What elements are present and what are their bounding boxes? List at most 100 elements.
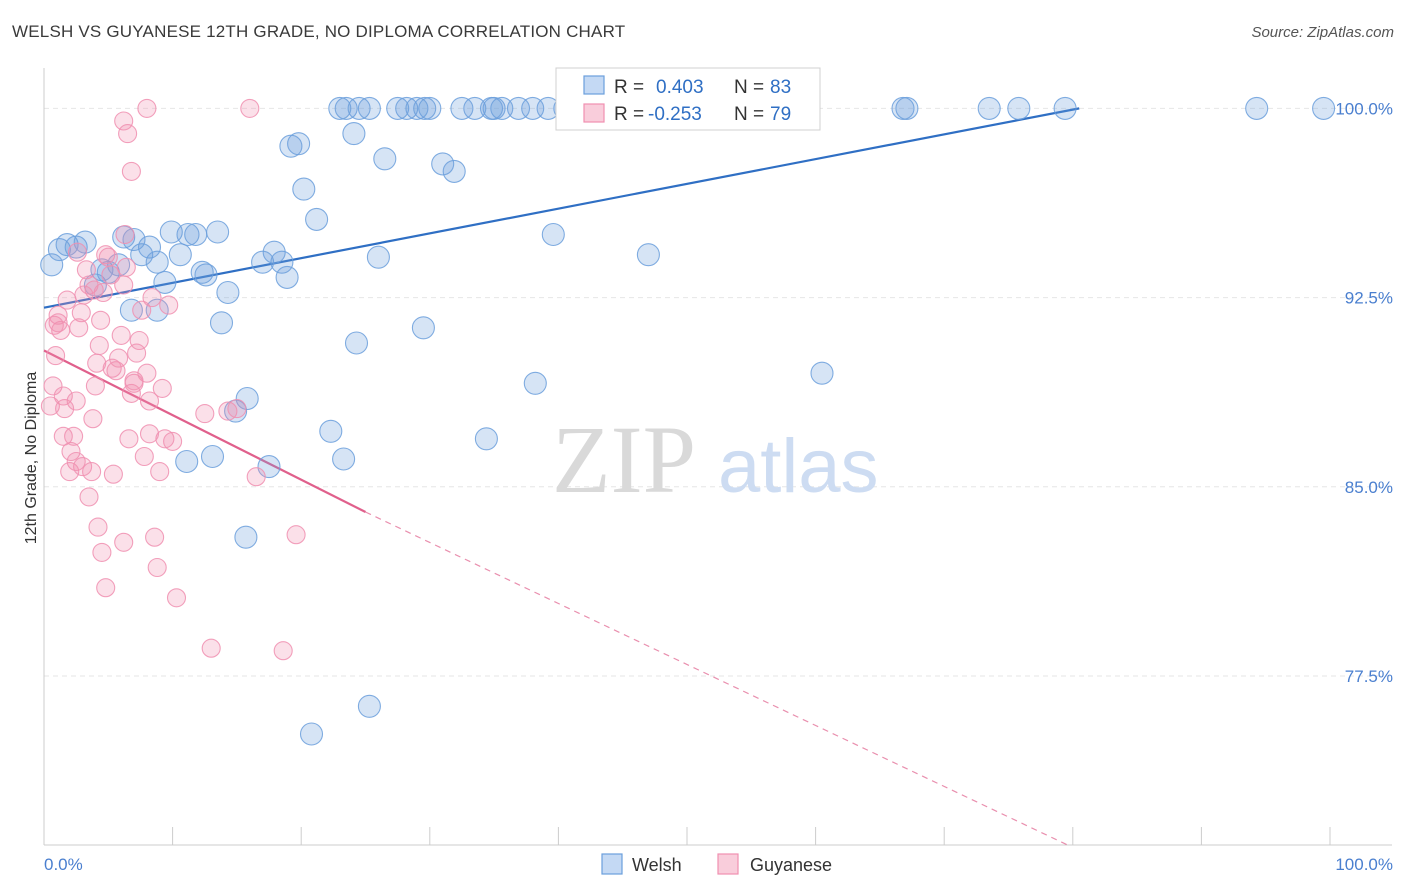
data-point-welsh	[523, 371, 547, 395]
y-tick-label: 92.5%	[1345, 289, 1393, 308]
data-point-welsh	[1312, 96, 1336, 120]
data-point-guyanese	[40, 396, 60, 416]
data-point-guyanese	[121, 161, 141, 181]
data-point-welsh	[342, 122, 366, 146]
stats-swatch-welsh	[583, 75, 605, 95]
data-point-welsh	[373, 147, 397, 171]
data-point-welsh	[287, 132, 311, 156]
data-point-welsh	[357, 96, 381, 120]
data-point-welsh	[395, 96, 419, 120]
watermark: ZIP atlas	[552, 406, 879, 513]
data-point-guyanese	[127, 343, 147, 363]
data-point-guyanese	[76, 260, 96, 280]
legend-swatch-guyanese[interactable]	[717, 853, 739, 875]
series-legend: Welsh Guyanese	[601, 853, 832, 875]
data-point-guyanese	[118, 124, 138, 144]
stats-legend: R = 0.403 N = 83 R = -0.253 N = 79	[555, 67, 821, 131]
data-point-welsh	[347, 96, 371, 120]
data-point-guyanese	[137, 363, 157, 383]
data-point-guyanese	[82, 462, 102, 482]
data-point-welsh	[357, 694, 381, 718]
data-point-welsh	[810, 361, 834, 385]
data-point-guyanese	[53, 426, 73, 446]
data-point-welsh	[251, 250, 275, 274]
stats-r-label-welsh: R =	[614, 77, 644, 98]
data-point-guyanese	[111, 325, 131, 345]
data-point-welsh	[1007, 96, 1031, 120]
data-point-guyanese	[119, 429, 139, 449]
stats-n-label-welsh: N =	[734, 77, 764, 98]
trend-line-guyanese	[43, 349, 366, 513]
data-point-welsh	[328, 96, 352, 120]
data-point-guyanese	[46, 346, 66, 366]
data-point-welsh	[200, 444, 225, 469]
data-point-welsh	[895, 96, 919, 120]
data-point-welsh	[184, 222, 208, 247]
data-point-welsh	[153, 270, 177, 294]
stats-n-label-guyanese: N =	[734, 104, 764, 125]
data-point-welsh	[194, 263, 218, 287]
data-point-welsh	[159, 220, 183, 244]
data-point-guyanese	[227, 399, 247, 419]
data-point-welsh	[463, 96, 487, 120]
data-point-guyanese	[60, 462, 80, 482]
data-point-welsh	[344, 331, 369, 355]
data-point-guyanese	[286, 525, 306, 545]
stats-n-value-welsh: 83	[770, 77, 791, 98]
data-point-welsh	[405, 96, 429, 120]
tick-labels: 100.0% 92.5% 85.0% 77.5% 0.0% 100.0%	[44, 99, 1393, 874]
data-point-welsh	[190, 260, 214, 284]
data-point-guyanese	[139, 424, 160, 444]
data-point-guyanese	[147, 557, 167, 578]
data-point-guyanese	[129, 330, 149, 351]
data-point-welsh	[1053, 96, 1077, 120]
data-point-guyanese	[102, 358, 122, 378]
watermark-atlas: atlas	[718, 424, 879, 509]
stats-r-value-guyanese: -0.253	[648, 104, 702, 125]
data-point-guyanese	[92, 542, 112, 562]
data-point-welsh	[145, 298, 169, 322]
data-point-guyanese	[79, 487, 99, 507]
stats-swatch-guyanese	[583, 103, 605, 123]
data-point-guyanese	[195, 404, 215, 424]
legend-swatch-welsh[interactable]	[601, 853, 623, 875]
y-tick-label: 100.0%	[1335, 99, 1393, 118]
data-point-guyanese	[44, 315, 64, 335]
legend-label-welsh[interactable]: Welsh	[632, 855, 682, 875]
legend-label-guyanese[interactable]: Guyanese	[750, 855, 832, 875]
data-point-guyanese	[73, 457, 93, 477]
data-point-guyanese	[43, 376, 63, 396]
trend-line-extension-guyanese	[365, 511, 1068, 846]
data-point-guyanese	[145, 527, 165, 547]
data-point-guyanese	[150, 462, 170, 482]
data-point-welsh	[977, 96, 1001, 120]
data-point-guyanese	[115, 224, 135, 245]
data-point-welsh	[206, 220, 230, 244]
chart-title: WELSH VS GUYANESE 12TH GRADE, NO DIPLOMA…	[12, 22, 626, 41]
axes	[43, 68, 1392, 846]
data-point-welsh	[119, 298, 143, 322]
data-point-welsh	[636, 243, 660, 267]
data-point-welsh	[168, 243, 192, 267]
data-point-welsh	[1245, 96, 1269, 120]
data-point-guyanese	[142, 288, 162, 308]
data-point-welsh	[305, 207, 329, 231]
data-point-welsh	[145, 250, 169, 274]
data-point-welsh	[450, 96, 474, 120]
data-point-guyanese	[96, 245, 116, 265]
data-point-guyanese	[273, 641, 293, 661]
data-point-guyanese	[91, 310, 111, 330]
data-point-guyanese	[152, 378, 172, 398]
series-guyanese-points	[40, 98, 306, 661]
data-point-guyanese	[89, 335, 109, 356]
y-tick-label: 85.0%	[1345, 478, 1393, 497]
y-axis-label: 12th Grade, No Diploma	[23, 372, 40, 545]
data-point-guyanese	[103, 464, 123, 484]
data-point-guyanese	[132, 300, 152, 320]
data-point-guyanese	[74, 285, 94, 305]
data-point-guyanese	[66, 391, 86, 411]
data-point-welsh	[299, 722, 324, 746]
data-point-welsh	[541, 222, 565, 247]
data-point-guyanese	[69, 318, 89, 338]
data-point-guyanese	[240, 98, 260, 118]
